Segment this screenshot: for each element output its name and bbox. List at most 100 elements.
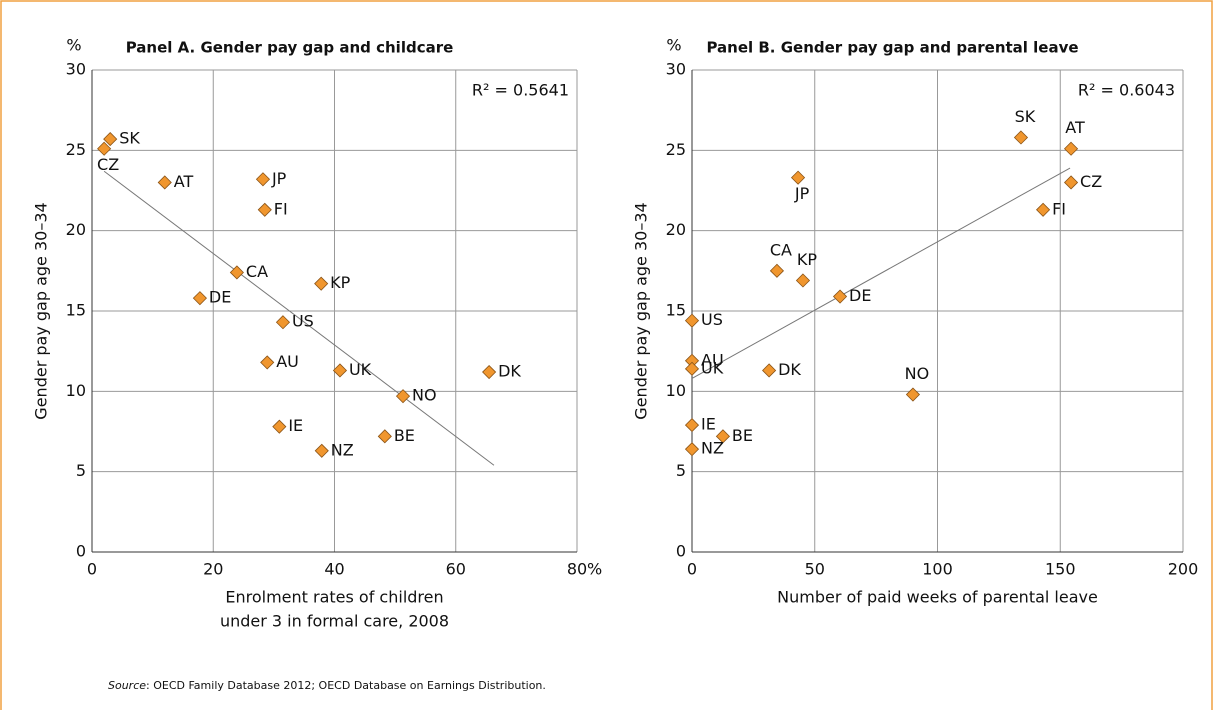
y-tick-label: 30: [666, 60, 686, 79]
point-label: NZ: [701, 439, 724, 458]
y-tick-label: 25: [666, 140, 686, 159]
source-label: Source: [108, 679, 146, 692]
point-label: UK: [349, 360, 372, 379]
y-tick-label: 15: [666, 301, 686, 320]
point-label: SK: [119, 129, 140, 148]
point-label: CZ: [97, 155, 119, 174]
y-tick-label: 0: [76, 542, 86, 561]
x-tick-label: 80: [567, 560, 587, 579]
source: Source: OECD Family Database 2012; OECD …: [108, 679, 546, 692]
point: [482, 364, 497, 380]
x-tick-label: 150: [1045, 560, 1076, 579]
point-label: BE: [732, 426, 753, 445]
point-label: IE: [701, 415, 716, 434]
point: [769, 263, 785, 278]
point: [272, 419, 287, 434]
point: [229, 265, 244, 280]
point-label: NO: [905, 364, 930, 383]
point: [715, 429, 730, 444]
y-unit: %: [66, 36, 81, 55]
y-tick-label: 15: [66, 301, 86, 320]
annotation: R² = 0.5641: [472, 81, 569, 100]
point: [257, 202, 272, 217]
y-axis-label: Gender pay gap age 30–34: [632, 202, 651, 419]
point-label: AU: [701, 350, 724, 369]
point: [684, 442, 700, 457]
x-axis-label: Number of paid weeks of parental leave: [777, 588, 1098, 607]
point: [905, 387, 921, 402]
point: [103, 132, 118, 147]
point: [255, 172, 271, 187]
x-tick-label: 200: [1168, 560, 1199, 579]
y-tick-label: 0: [676, 542, 686, 561]
point: [1013, 130, 1029, 145]
point: [762, 363, 777, 378]
point: [1063, 175, 1079, 190]
point-label: CZ: [1080, 172, 1102, 191]
trendline: [103, 170, 495, 466]
point-label: BE: [394, 426, 415, 445]
point-label: IE: [288, 416, 303, 435]
y-tick-label: 5: [76, 461, 86, 480]
point-label: DE: [209, 288, 231, 307]
point: [1035, 202, 1051, 217]
y-tick-label: 20: [666, 220, 686, 239]
point: [97, 141, 112, 156]
point: [684, 361, 700, 376]
y-tick-label: 30: [66, 60, 86, 79]
y-tick-label: 20: [66, 220, 86, 239]
y-axis-label: Gender pay gap age 30–34: [32, 202, 51, 419]
point: [314, 443, 329, 458]
point: [1063, 141, 1079, 156]
point-label: DK: [778, 360, 801, 379]
point-label: JP: [794, 184, 810, 203]
x-tick-label: 60: [446, 560, 466, 579]
trendline: [691, 167, 1071, 379]
point: [192, 291, 207, 306]
point: [332, 363, 348, 378]
chart-title: Panel B. Gender pay gap and parental lea…: [706, 39, 1078, 57]
point-label: FI: [1052, 199, 1066, 218]
x-tick-label: 50: [805, 560, 825, 579]
point: [275, 315, 291, 330]
x-axis-label: under 3 in formal care, 2008: [220, 612, 449, 631]
point-label: US: [701, 310, 723, 329]
point: [157, 175, 172, 190]
point-label: DE: [849, 286, 871, 305]
point: [395, 389, 411, 404]
y-tick-label: 10: [66, 381, 86, 400]
x-tick-label: 0: [87, 560, 97, 579]
point-label: NO: [412, 386, 437, 405]
point-label: DK: [498, 362, 521, 381]
point: [832, 289, 848, 304]
chart-title: Panel A. Gender pay gap and childcare: [126, 39, 454, 57]
y-unit: %: [666, 36, 681, 55]
x-tick-label: 20: [203, 560, 223, 579]
y-tick-label: 10: [666, 381, 686, 400]
point: [377, 429, 392, 444]
point-label: AT: [174, 172, 194, 191]
point-label: CA: [246, 262, 268, 281]
point: [790, 170, 806, 185]
point-label: KP: [797, 250, 817, 269]
point: [314, 276, 329, 291]
point: [260, 355, 275, 370]
point: [684, 418, 700, 433]
x-axis-label: Enrolment rates of children: [225, 588, 443, 607]
source-text: : OECD Family Database 2012; OECD Databa…: [146, 679, 546, 692]
point-label: UK: [701, 358, 724, 377]
point: [795, 273, 811, 288]
x-unit: %: [587, 560, 602, 579]
point-label: AT: [1065, 118, 1085, 137]
x-tick-label: 40: [324, 560, 344, 579]
annotation: R² = 0.6043: [1078, 81, 1175, 100]
x-tick-label: 100: [922, 560, 953, 579]
y-tick-label: 5: [676, 461, 686, 480]
point: [684, 313, 700, 328]
point-label: NZ: [331, 440, 354, 459]
point-label: AU: [276, 352, 299, 371]
point-label: SK: [1015, 107, 1036, 126]
point-label: KP: [330, 273, 350, 292]
